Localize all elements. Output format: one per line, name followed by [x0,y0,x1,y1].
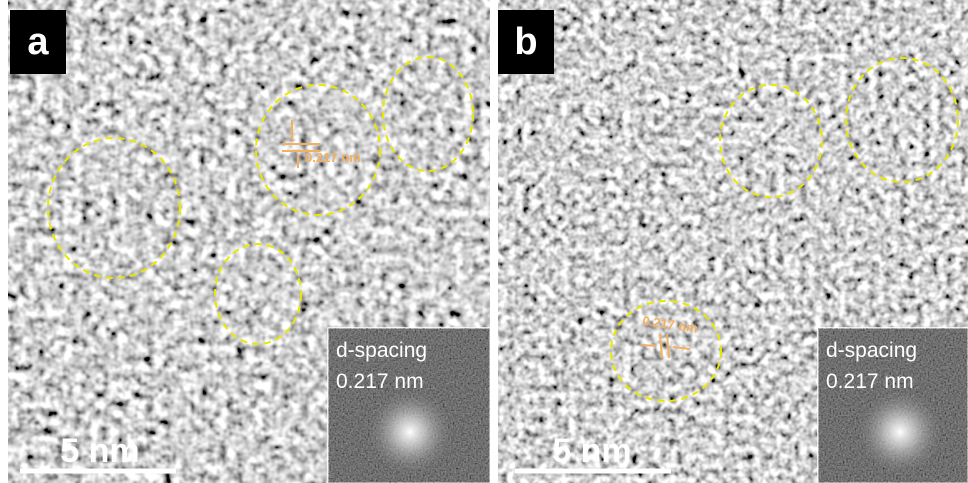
scale-bar-label: 5 nm [60,432,139,470]
panel-label: a [27,21,49,63]
panel-a: 0.217 nm a d-spacing 0.217 nm 5 nm [8,0,490,483]
figure: 0.217 nm a d-spacing 0.217 nm 5 nm 0.217… [0,0,968,483]
inset-value: 0.217 nm [826,370,914,393]
page: {"panels": [ {"label": "a", "annotation"… [0,0,968,483]
inset-title: d-spacing [826,339,917,362]
inset-title: d-spacing [336,339,427,362]
spacing-annotation: 0.217 nm [305,150,361,165]
panel-b: 0.217 nm b d-spacing 0.217 nm 5 nm [498,0,968,483]
inset-value: 0.217 nm [336,370,424,393]
scale-bar-label: 5 nm [552,432,631,470]
panel-label: b [514,21,537,63]
